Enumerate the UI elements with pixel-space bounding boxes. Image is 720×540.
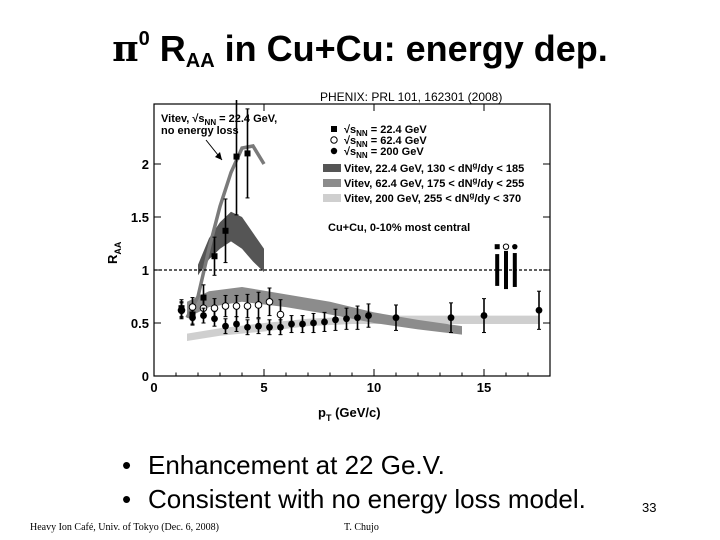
point-200gev xyxy=(332,316,339,324)
norm-marker-62gev xyxy=(502,243,510,250)
legend: √sNN = 22.4 GeV √sNN = 62.4 GeV √sNN = 2… xyxy=(323,124,524,205)
point-22gev xyxy=(200,294,207,301)
legend-marker-200gev xyxy=(330,147,338,155)
point-200gev xyxy=(310,319,317,327)
no-energy-loss-curve xyxy=(185,144,266,319)
point-62gev xyxy=(210,304,219,312)
norm-error-box xyxy=(504,250,508,290)
y-tick-label: 1.5 xyxy=(131,210,149,225)
band-1 xyxy=(187,286,462,335)
point-62gev xyxy=(188,303,197,311)
footer-right: T. Chujo xyxy=(344,522,379,533)
point-200gev xyxy=(211,315,218,323)
annotation-line2: no energy loss xyxy=(161,125,239,137)
point-22gev xyxy=(244,150,251,157)
legend-marker-22gev xyxy=(331,126,337,132)
point-200gev xyxy=(321,318,328,326)
bullet-item: Consistent with no energy loss model. xyxy=(122,482,586,516)
annotation-line1: Vitev, √sNN = 22.4 GeV, xyxy=(161,113,277,127)
point-62gev xyxy=(232,302,241,310)
band-0 xyxy=(198,211,264,276)
point-22gev xyxy=(211,253,218,260)
y-tick-label: 2 xyxy=(142,157,149,172)
bullet-list: Enhancement at 22 Ge.V. Consistent with … xyxy=(122,448,586,516)
title-r: R xyxy=(159,28,186,69)
point-200gev xyxy=(288,320,295,328)
legend-entry-22gev: √sNN = 22.4 GeV xyxy=(344,124,427,138)
legend-swatch-vitev-62gev xyxy=(323,179,341,187)
legend-marker-62gev xyxy=(330,136,338,144)
point-62gev xyxy=(265,298,274,306)
norm-error-box xyxy=(512,253,517,287)
legend-entry-vitev-22gev: Vitev, 22.4 GeV, 130 < dNg/dy < 185 xyxy=(344,161,524,175)
citation: PHENIX: PRL 101, 162301 (2008) xyxy=(320,90,503,104)
norm-marker-22gev xyxy=(494,244,500,250)
x-tick-label: 10 xyxy=(367,380,381,395)
footer-left: Heavy Ion Café, Univ. of Tokyo (Dec. 6, … xyxy=(30,522,219,533)
title-superscript: 0 xyxy=(138,28,150,50)
point-200gev xyxy=(343,315,350,323)
data-points xyxy=(177,100,543,336)
axis-ticks: 0 5 10 15 0 0.5 1 1.5 2 xyxy=(131,104,550,395)
point-200gev xyxy=(354,314,361,322)
point-200gev xyxy=(255,322,262,330)
legend-entry-vitev-200gev: Vitev, 200 GeV, 255 < dNg/dy < 370 xyxy=(344,191,521,205)
y-tick-label: 1 xyxy=(142,263,149,278)
point-200gev xyxy=(299,320,306,328)
title-rest: in Cu+Cu: energy dep. xyxy=(214,28,608,69)
legend-swatch-vitev-22gev xyxy=(323,164,341,172)
legend-entry-200gev: √sNN = 200 GeV xyxy=(344,146,424,160)
title-pi-symbol: π xyxy=(112,28,139,70)
norm-marker-200gev xyxy=(512,243,518,250)
slide-title: π0 RAA in Cu+Cu: energy dep. xyxy=(0,28,720,73)
point-62gev xyxy=(243,302,252,310)
point-200gev xyxy=(266,323,273,331)
point-62gev xyxy=(254,301,263,309)
point-200gev xyxy=(189,314,196,322)
y-tick-label: 0 xyxy=(142,369,149,384)
point-200gev xyxy=(178,306,185,314)
point-200gev xyxy=(277,323,284,331)
normalization-errors xyxy=(494,243,518,290)
title-subscript: AA xyxy=(185,50,215,72)
point-200gev xyxy=(244,323,251,331)
legend-entry-62gev: √sNN = 62.4 GeV xyxy=(344,135,427,149)
point-200gev xyxy=(480,312,488,319)
point-62gev xyxy=(276,310,285,319)
y-tick-label: 0.5 xyxy=(131,316,149,331)
x-tick-label: 5 xyxy=(260,380,267,395)
point-62gev xyxy=(221,302,230,310)
point-22gev xyxy=(222,227,229,234)
x-tick-label: 0 xyxy=(150,380,157,395)
point-200gev xyxy=(365,312,372,319)
point-200gev xyxy=(535,306,543,314)
x-tick-label: 15 xyxy=(477,380,491,395)
annotation-arrowhead xyxy=(215,152,222,160)
point-200gev xyxy=(200,312,207,319)
page-number: 33 xyxy=(642,500,657,515)
point-200gev xyxy=(233,320,240,328)
x-axis-label: pT (GeV/c) xyxy=(318,405,381,423)
plot-label: Cu+Cu, 0-10% most central xyxy=(328,222,470,234)
legend-swatch-vitev-200gev xyxy=(323,194,341,202)
norm-error-box xyxy=(495,254,500,286)
point-200gev xyxy=(447,314,455,322)
point-200gev xyxy=(222,322,229,330)
y-axis-label: RAA xyxy=(105,241,123,264)
point-200gev xyxy=(392,314,400,322)
point-22gev xyxy=(233,153,240,160)
bullet-item: Enhancement at 22 Ge.V. xyxy=(122,448,586,482)
legend-entry-vitev-62gev: Vitev, 62.4 GeV, 175 < dNg/dy < 255 xyxy=(344,176,524,190)
